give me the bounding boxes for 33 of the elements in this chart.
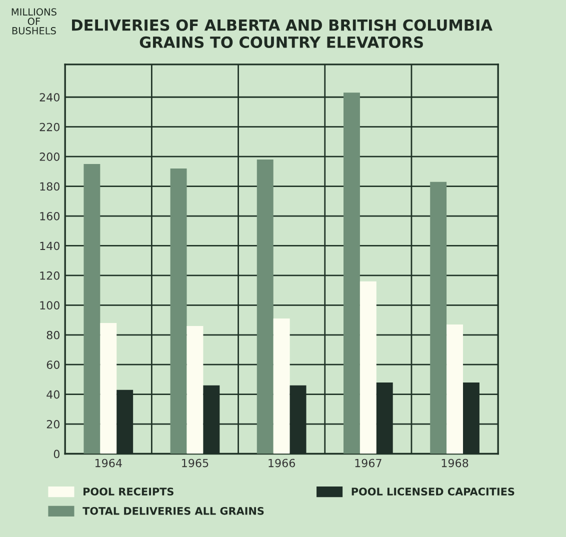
x-tick-label: 1965 <box>182 458 208 468</box>
y-tick-label: 200 <box>40 152 60 161</box>
y-tick-label: 140 <box>40 242 60 250</box>
bar <box>446 324 464 454</box>
bar <box>186 326 204 454</box>
y-tick-label: 40 <box>46 390 60 399</box>
y-tick-label: 180 <box>40 182 60 191</box>
bar <box>430 182 447 454</box>
legend-label: POOL LICENSED CAPACITIES <box>352 488 514 496</box>
bar <box>273 318 290 454</box>
bar <box>360 281 376 454</box>
chart-title: DELIVERIES OF ALBERTA AND BRITISH COLUMBIA GRAINS TO COUNTRY ELEVATORS <box>72 19 492 48</box>
y-tick-label: 240 <box>40 93 60 102</box>
legend-label: POOL RECEIPTS <box>84 488 174 496</box>
bar <box>84 164 100 454</box>
y-tick-label: 0 <box>54 450 60 458</box>
y-tick-label: 60 <box>46 360 60 369</box>
y-tick-label: 160 <box>40 212 60 220</box>
bar <box>170 168 187 454</box>
y-tick-label: 80 <box>46 330 60 340</box>
x-tick-label: 1967 <box>355 458 382 468</box>
y-tick-label: 100 <box>40 301 60 310</box>
x-tick-label: 1964 <box>95 458 122 468</box>
x-tick-label: 1966 <box>268 458 296 468</box>
y-tick-label: 220 <box>40 122 60 132</box>
bar <box>344 92 360 454</box>
bar <box>100 323 117 454</box>
x-tick-label: 1968 <box>442 458 468 468</box>
bar <box>256 160 274 454</box>
y-tick-label: 20 <box>46 420 60 428</box>
y-tick-label: 120 <box>40 271 60 280</box>
legend-label: TOTAL DELIVERIES ALL GRAINS <box>82 506 264 515</box>
y-axis-title: MILLIONS OF BUSHELS <box>12 8 56 34</box>
